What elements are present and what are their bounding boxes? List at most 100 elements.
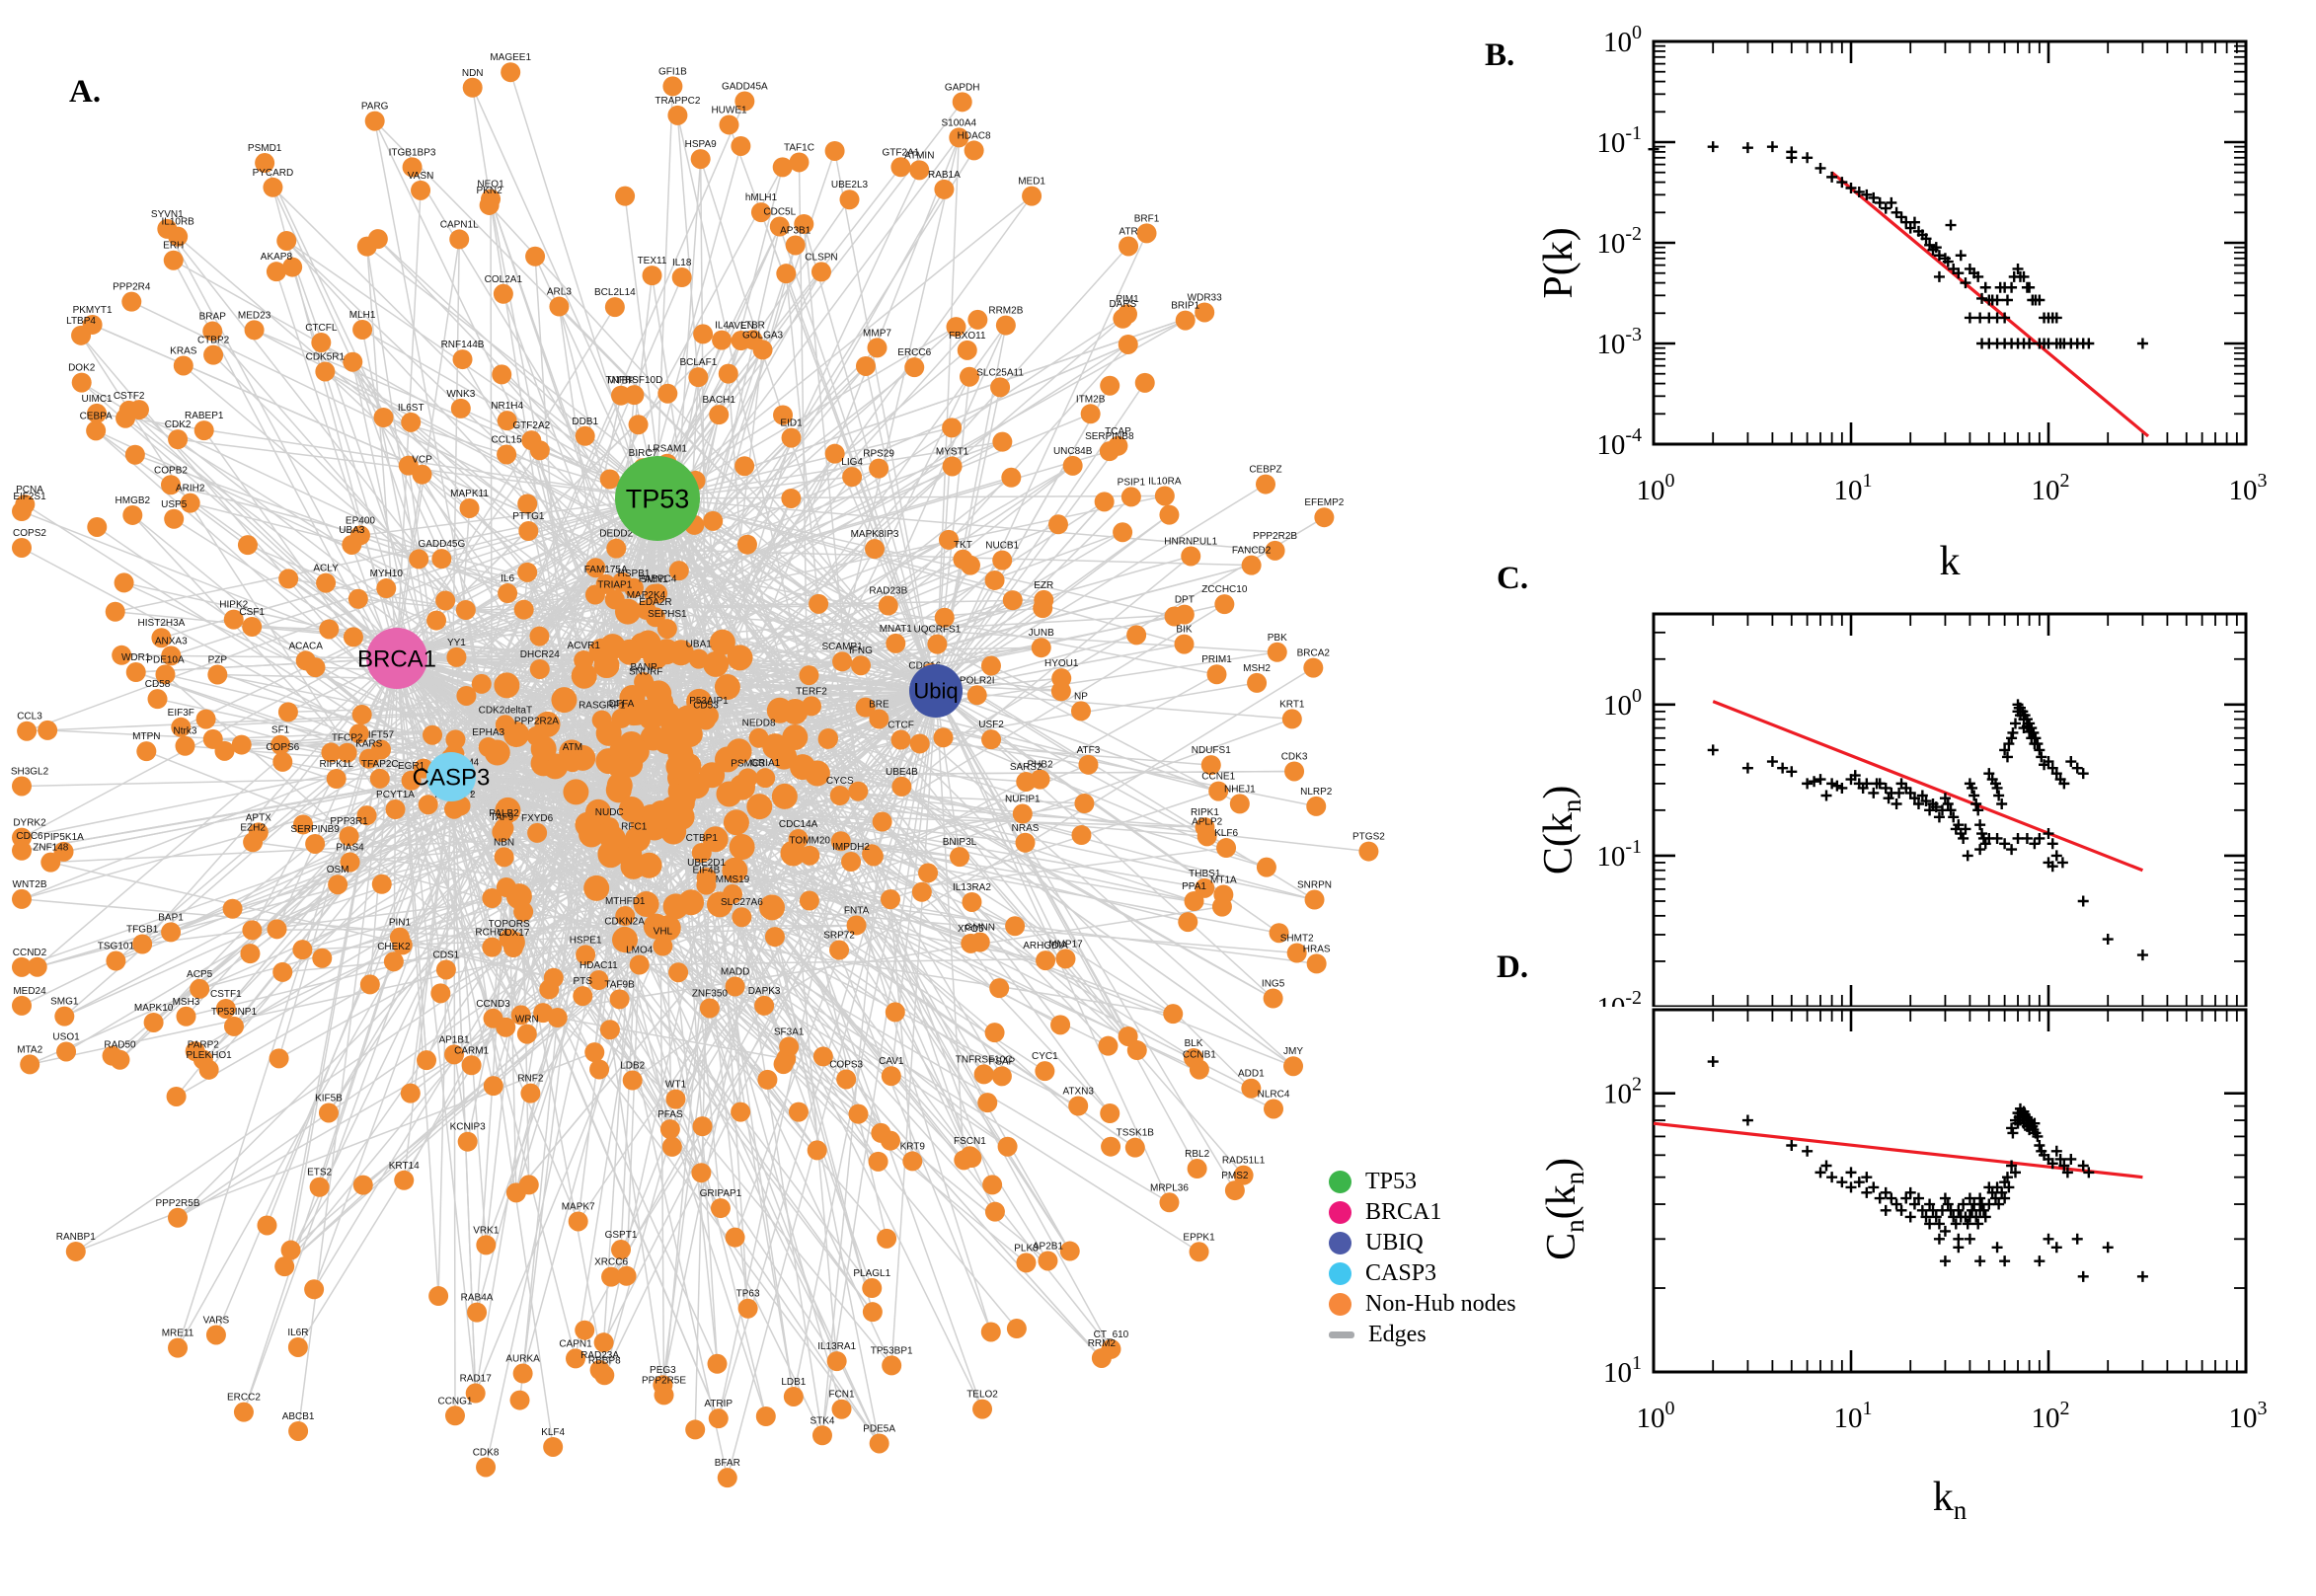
- node-label: CCND3: [476, 999, 510, 1010]
- non-hub-node: [240, 944, 260, 963]
- node-label: UBA1: [686, 640, 713, 650]
- data-point: [1846, 1181, 1857, 1192]
- legend-label: Non-Hub nodes: [1365, 1291, 1516, 1318]
- x-axis-label: k: [1940, 539, 1961, 584]
- node-label: LDB2: [620, 1060, 645, 1071]
- power-law-fit-line: [1654, 1123, 2142, 1178]
- non-hub-node: [655, 1385, 674, 1405]
- node-label: DAPK3: [748, 986, 781, 997]
- node-label: NRAS: [1012, 823, 1040, 834]
- node-label: KLF4: [541, 1427, 565, 1438]
- non-hub-node: [712, 331, 732, 350]
- hub-label-Ubiq: Ubiq: [913, 679, 958, 704]
- node-label: PDE5A: [863, 1423, 895, 1434]
- node-label: IL13RA2: [953, 882, 991, 893]
- node-label: IL10RB: [161, 217, 194, 228]
- non-hub-node: [1007, 1319, 1027, 1338]
- data-point: [1875, 1193, 1886, 1204]
- data-point: [2137, 339, 2148, 349]
- data-point: [1969, 791, 1979, 801]
- node-label: PTTG1: [512, 511, 545, 522]
- node-label: IL18: [672, 258, 692, 268]
- non-hub-node: [238, 535, 258, 555]
- node-label: MMS19: [716, 874, 750, 885]
- node-label: UBA3: [339, 525, 365, 536]
- non-hub-node: [762, 733, 788, 759]
- non-hub-node: [38, 721, 57, 740]
- non-hub-node: [1081, 404, 1101, 423]
- node-label: GSPT1: [605, 1230, 638, 1241]
- node-label: FNTA: [844, 905, 870, 916]
- node-label: ERH: [163, 241, 184, 252]
- data-point: [1826, 1172, 1837, 1182]
- node-label: CYC1: [1032, 1051, 1058, 1062]
- node-label: KRT9: [900, 1141, 926, 1152]
- non-hub-node: [1303, 658, 1323, 678]
- non-hub-node: [882, 1066, 901, 1086]
- data-point: [2137, 1271, 2148, 1282]
- non-hub-node: [869, 459, 888, 479]
- non-hub-node: [665, 1090, 685, 1109]
- node-label: RASGRF1: [579, 701, 626, 712]
- non-hub-node: [451, 399, 471, 418]
- y-tick-label: 10-3: [1596, 324, 1642, 360]
- node-label: BCLAF1: [679, 357, 717, 368]
- non-hub-node: [453, 349, 473, 369]
- non-hub-node: [1119, 1026, 1138, 1046]
- node-label: CDC6: [16, 831, 43, 842]
- data-point: [2022, 833, 2033, 844]
- non-hub-node: [927, 635, 947, 654]
- non-hub-node: [1032, 638, 1051, 657]
- non-hub-node: [672, 267, 692, 287]
- node-label: RRM2B: [988, 306, 1023, 317]
- node-label: TP53BP1: [871, 1345, 913, 1356]
- non-hub-node: [600, 469, 620, 489]
- non-hub-node: [517, 563, 537, 582]
- node-label: MAPK11: [450, 489, 489, 499]
- non-hub-node: [809, 594, 828, 614]
- non-hub-node: [584, 1042, 604, 1062]
- data-point: [2065, 756, 2076, 767]
- node-label: NEDD8: [742, 719, 776, 729]
- node-label: EPHA3: [472, 727, 504, 738]
- node-label: PFAS: [657, 1109, 683, 1120]
- node-label: PCYT1A: [376, 790, 415, 800]
- non-hub-node: [1126, 625, 1146, 645]
- non-hub-node: [825, 141, 845, 161]
- non-hub-node: [126, 662, 146, 682]
- non-hub-node: [1100, 1103, 1119, 1123]
- node-label: PIN1: [389, 918, 412, 929]
- node-label: BRCA2: [1297, 648, 1331, 659]
- node-label: JMY: [1283, 1046, 1303, 1057]
- node-label: SERPINB8: [1085, 431, 1134, 442]
- node-label: GTF2A2: [512, 420, 550, 431]
- non-hub-node: [353, 1176, 373, 1195]
- axes-frame: [1654, 41, 2246, 444]
- non-hub-node: [774, 1054, 794, 1074]
- non-hub-node: [724, 809, 749, 835]
- data-point: [2047, 838, 2058, 849]
- y-tick-label: 10-4: [1596, 424, 1642, 461]
- non-hub-node: [605, 297, 625, 317]
- node-label: MNAT1: [880, 624, 913, 635]
- non-hub-node: [360, 974, 380, 994]
- non-hub-node: [199, 1060, 219, 1080]
- x-tick-label: 103: [2229, 470, 2268, 506]
- node-label: hMLH1: [745, 192, 778, 203]
- edge-sample-icon: [1329, 1331, 1354, 1338]
- node-label: CDK5R1: [306, 351, 346, 362]
- node-label: COPS2: [13, 528, 46, 539]
- non-hub-node: [909, 160, 929, 180]
- data-point: [1999, 838, 2010, 849]
- non-hub-node: [115, 572, 134, 592]
- node-label: MSH2: [1243, 663, 1271, 674]
- non-hub-node: [703, 511, 723, 531]
- non-hub-node: [862, 1278, 882, 1298]
- node-label: NBN: [494, 837, 514, 848]
- node-label: GADD45A: [722, 82, 768, 93]
- data-point: [1821, 791, 1832, 801]
- non-hub-node: [164, 251, 184, 270]
- non-hub-node: [510, 1391, 530, 1410]
- non-hub-node: [711, 1198, 731, 1218]
